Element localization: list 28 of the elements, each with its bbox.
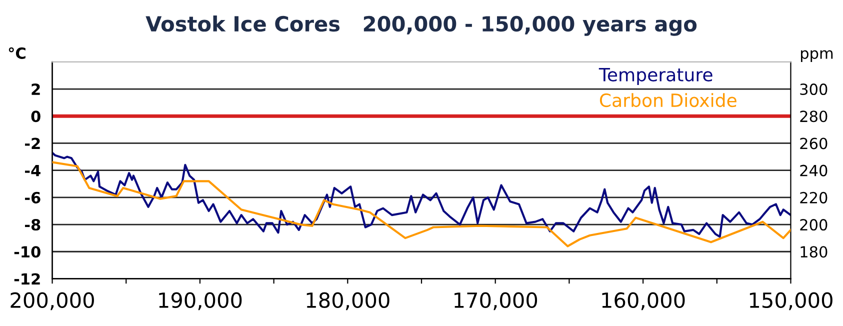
line-series — [52, 152, 791, 238]
y2-tick-label: 240 — [800, 164, 828, 176]
y2-tick-label: 200 — [800, 219, 828, 231]
y-tick-label: 2 — [32, 84, 40, 95]
y2-tick-label: 300 — [800, 84, 828, 96]
x-tick-label: 150,000 — [750, 292, 832, 310]
x-tick-label: 180,000 — [306, 292, 390, 310]
y-axis-title: °C — [8, 47, 26, 59]
line-series — [52, 161, 791, 248]
y-tick-label: -2 — [25, 138, 40, 150]
x-tick-label: 190,000 — [159, 292, 242, 310]
chart-title: Vostok Ice Cores 200,000 - 150,000 years ago — [146, 16, 697, 36]
x-tick-label: 160,000 — [602, 292, 685, 310]
y2-tick-label: 260 — [800, 138, 828, 150]
y2-axis-title: ppm — [800, 50, 833, 62]
y-tick-label: -8 — [25, 219, 40, 231]
y-tick-label: -6 — [25, 192, 40, 204]
y-tick-label: -4 — [25, 165, 40, 176]
x-tick-label: 200,000 — [10, 292, 94, 310]
y2-tick-label: 220 — [800, 192, 828, 204]
x-tick-label: 170,000 — [454, 292, 538, 310]
y2-tick-label: 180 — [800, 246, 828, 258]
text: Temperature — [598, 68, 712, 85]
y2-tick-label: 280 — [800, 110, 828, 122]
y-tick-label: -10 — [14, 246, 40, 258]
text: Carbon Dioxide — [600, 93, 736, 108]
y-tick-label: -12 — [14, 273, 40, 285]
y-tick-label: 0 — [31, 110, 40, 122]
